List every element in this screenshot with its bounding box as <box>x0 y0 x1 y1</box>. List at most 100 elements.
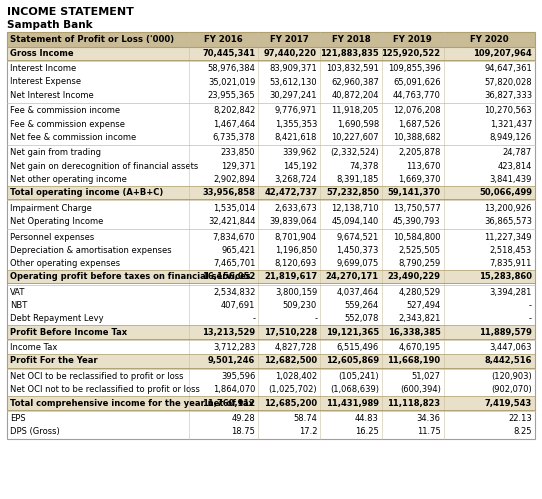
Text: 11,918,205: 11,918,205 <box>332 106 379 115</box>
Text: 11,118,823: 11,118,823 <box>388 399 441 408</box>
Text: 36,865,573: 36,865,573 <box>484 217 532 226</box>
Text: 10,388,682: 10,388,682 <box>393 133 441 142</box>
Text: 2,902,894: 2,902,894 <box>213 175 255 184</box>
Text: 2,534,832: 2,534,832 <box>213 288 255 297</box>
Text: NBT: NBT <box>10 301 27 310</box>
Text: 17,510,228: 17,510,228 <box>264 328 317 337</box>
Text: 559,264: 559,264 <box>345 301 379 310</box>
Text: 23,490,229: 23,490,229 <box>388 272 441 281</box>
Text: Net other operating income: Net other operating income <box>10 175 127 184</box>
Bar <box>7 312 535 325</box>
Text: 13,213,529: 13,213,529 <box>202 328 255 337</box>
Text: Total operating income (A+B+C): Total operating income (A+B+C) <box>10 188 163 197</box>
Text: 8,421,618: 8,421,618 <box>275 133 317 142</box>
Text: 552,078: 552,078 <box>345 314 379 323</box>
Text: 58,976,384: 58,976,384 <box>208 64 255 73</box>
Text: 74,378: 74,378 <box>350 162 379 171</box>
Text: (1,025,702): (1,025,702) <box>268 385 317 394</box>
Text: 109,207,964: 109,207,964 <box>473 48 532 57</box>
Text: 50,066,499: 50,066,499 <box>479 188 532 197</box>
Text: Net Operating Income: Net Operating Income <box>10 217 104 226</box>
Text: Statement of Profit or Loss ('000): Statement of Profit or Loss ('000) <box>10 35 174 44</box>
Text: 3,268,724: 3,268,724 <box>275 175 317 184</box>
Bar <box>7 117 535 131</box>
Text: 1,321,437: 1,321,437 <box>489 120 532 129</box>
Text: 45,390,793: 45,390,793 <box>393 217 441 226</box>
Text: 8.25: 8.25 <box>513 428 532 437</box>
Text: 8,202,842: 8,202,842 <box>213 106 255 115</box>
Text: 423,814: 423,814 <box>498 162 532 171</box>
Text: 53,612,130: 53,612,130 <box>269 77 317 86</box>
Text: 24,787: 24,787 <box>503 149 532 158</box>
Text: 44,763,770: 44,763,770 <box>393 91 441 100</box>
Text: 7,835,911: 7,835,911 <box>489 259 532 268</box>
Bar <box>7 426 535 439</box>
Text: 13,750,577: 13,750,577 <box>393 204 441 213</box>
Text: 51,027: 51,027 <box>412 372 441 381</box>
Text: 57,232,850: 57,232,850 <box>326 188 379 197</box>
Text: 94,647,361: 94,647,361 <box>484 64 532 73</box>
Text: -: - <box>529 314 532 323</box>
Text: 97,440,220: 97,440,220 <box>264 48 317 57</box>
Text: 7,834,670: 7,834,670 <box>212 233 255 242</box>
Bar <box>7 244 535 257</box>
Bar <box>7 325 535 339</box>
Text: (1,068,639): (1,068,639) <box>330 385 379 394</box>
Text: 62,960,387: 62,960,387 <box>331 77 379 86</box>
Bar <box>7 354 535 368</box>
Bar <box>7 202 535 215</box>
Text: 8,442,516: 8,442,516 <box>485 356 532 365</box>
Text: 1,690,598: 1,690,598 <box>337 120 379 129</box>
Text: 11.75: 11.75 <box>417 428 441 437</box>
Text: 45,094,140: 45,094,140 <box>332 217 379 226</box>
Text: Net OCI not to be reclassified to profit or loss: Net OCI not to be reclassified to profit… <box>10 385 200 394</box>
Text: Net Interest Income: Net Interest Income <box>10 91 94 100</box>
Text: Net OCI to be reclassified to profit or loss: Net OCI to be reclassified to profit or … <box>10 372 184 381</box>
Bar <box>7 299 535 312</box>
Text: Interest Expense: Interest Expense <box>10 77 81 86</box>
Text: 407,691: 407,691 <box>221 301 255 310</box>
Text: Sampath Bank: Sampath Bank <box>7 20 93 30</box>
Text: 6,515,496: 6,515,496 <box>337 343 379 352</box>
Text: 3,841,439: 3,841,439 <box>489 175 532 184</box>
Text: 36,827,333: 36,827,333 <box>484 91 532 100</box>
Text: 1,467,464: 1,467,464 <box>213 120 255 129</box>
Text: Fee & commission income: Fee & commission income <box>10 106 120 115</box>
Bar <box>7 104 535 117</box>
Text: 125,920,522: 125,920,522 <box>382 48 441 57</box>
Text: 10,584,800: 10,584,800 <box>393 233 441 242</box>
Text: 83,909,371: 83,909,371 <box>269 64 317 73</box>
Text: 9,776,971: 9,776,971 <box>275 106 317 115</box>
Text: Net fee & commission income: Net fee & commission income <box>10 133 136 142</box>
Text: 23,955,365: 23,955,365 <box>208 91 255 100</box>
Text: 40,872,204: 40,872,204 <box>331 91 379 100</box>
Text: 2,518,453: 2,518,453 <box>490 246 532 255</box>
Text: Personnel expenses: Personnel expenses <box>10 233 94 242</box>
Text: (2,332,524): (2,332,524) <box>330 149 379 158</box>
Text: 2,343,821: 2,343,821 <box>398 314 441 323</box>
Text: 965,421: 965,421 <box>221 246 255 255</box>
Bar <box>7 370 535 383</box>
Bar <box>7 397 535 410</box>
Text: 34.36: 34.36 <box>417 414 441 423</box>
Text: 7,465,701: 7,465,701 <box>213 259 255 268</box>
Text: 49.28: 49.28 <box>231 414 255 423</box>
Text: 9,674,521: 9,674,521 <box>337 233 379 242</box>
Text: Net gain from trading: Net gain from trading <box>10 149 101 158</box>
Text: 1,864,070: 1,864,070 <box>213 385 255 394</box>
Text: 527,494: 527,494 <box>406 301 441 310</box>
Text: 1,450,373: 1,450,373 <box>337 246 379 255</box>
Text: 233,850: 233,850 <box>221 149 255 158</box>
Text: 65,091,626: 65,091,626 <box>393 77 441 86</box>
Text: Other operating expenses: Other operating expenses <box>10 259 120 268</box>
Text: 10,270,563: 10,270,563 <box>485 106 532 115</box>
Text: 16,338,385: 16,338,385 <box>388 328 441 337</box>
Text: 32,421,844: 32,421,844 <box>208 217 255 226</box>
Text: 2,633,673: 2,633,673 <box>274 204 317 213</box>
Bar <box>7 32 535 439</box>
Bar <box>7 32 535 46</box>
Text: 70,445,341: 70,445,341 <box>202 48 255 57</box>
Text: (105,241): (105,241) <box>338 372 379 381</box>
Text: 113,670: 113,670 <box>406 162 441 171</box>
Text: (902,070): (902,070) <box>491 385 532 394</box>
